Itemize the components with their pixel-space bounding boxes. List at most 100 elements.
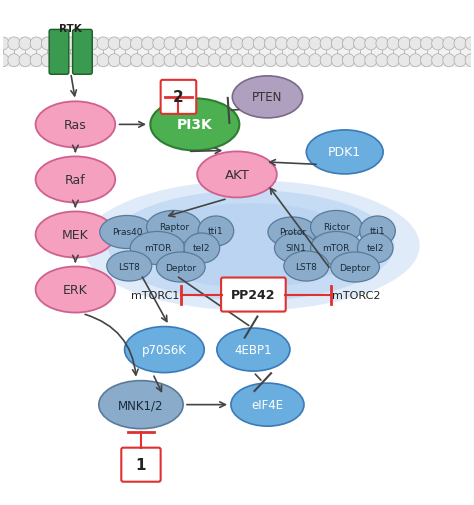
Circle shape (342, 55, 355, 68)
Circle shape (119, 38, 132, 51)
Text: Deptor: Deptor (165, 263, 196, 272)
Circle shape (242, 55, 254, 68)
Circle shape (398, 55, 410, 68)
Circle shape (410, 55, 421, 68)
Text: Rictor: Rictor (323, 223, 350, 232)
FancyBboxPatch shape (161, 81, 196, 115)
FancyBboxPatch shape (221, 278, 286, 312)
Circle shape (0, 55, 9, 68)
Text: Raf: Raf (65, 174, 86, 186)
Circle shape (164, 55, 176, 68)
FancyBboxPatch shape (121, 448, 161, 482)
Text: eIF4E: eIF4E (251, 398, 283, 411)
Text: LST8: LST8 (295, 262, 317, 271)
Circle shape (287, 38, 299, 51)
Circle shape (220, 55, 232, 68)
Ellipse shape (310, 232, 362, 265)
Text: mTOR: mTOR (144, 244, 171, 253)
Circle shape (387, 38, 399, 51)
Circle shape (331, 38, 344, 51)
Ellipse shape (36, 102, 115, 148)
Ellipse shape (197, 152, 277, 198)
Text: mTOR: mTOR (323, 244, 350, 253)
Ellipse shape (36, 212, 115, 258)
Circle shape (331, 55, 344, 68)
Circle shape (86, 55, 98, 68)
Text: tti1: tti1 (208, 227, 224, 236)
Circle shape (75, 55, 87, 68)
Circle shape (242, 38, 254, 51)
Circle shape (64, 38, 76, 51)
Circle shape (19, 38, 31, 51)
Circle shape (264, 38, 276, 51)
Ellipse shape (36, 157, 115, 203)
Circle shape (53, 55, 64, 68)
Circle shape (398, 38, 410, 51)
Text: 1: 1 (136, 458, 146, 472)
Circle shape (108, 55, 120, 68)
Circle shape (287, 55, 299, 68)
Text: Protor: Protor (279, 228, 306, 237)
Circle shape (354, 55, 366, 68)
FancyBboxPatch shape (49, 30, 69, 75)
Ellipse shape (130, 232, 184, 265)
Circle shape (454, 38, 466, 51)
Text: Raptor: Raptor (159, 223, 189, 232)
Text: LST8: LST8 (118, 262, 140, 271)
Text: AKT: AKT (225, 169, 249, 182)
Text: p70S6K: p70S6K (142, 343, 187, 357)
Circle shape (19, 55, 31, 68)
Text: tel2: tel2 (366, 244, 384, 253)
Ellipse shape (99, 381, 183, 429)
Circle shape (30, 38, 42, 51)
Ellipse shape (125, 327, 204, 373)
Circle shape (365, 55, 377, 68)
Text: MNK1/2: MNK1/2 (118, 398, 164, 411)
Text: MEK: MEK (62, 229, 89, 241)
Text: 4EBP1: 4EBP1 (235, 343, 272, 357)
Circle shape (443, 38, 455, 51)
Text: PTEN: PTEN (252, 91, 283, 104)
Circle shape (298, 38, 310, 51)
Ellipse shape (146, 211, 201, 244)
Circle shape (454, 55, 466, 68)
Ellipse shape (360, 217, 395, 246)
Ellipse shape (357, 233, 393, 264)
Circle shape (97, 38, 109, 51)
Circle shape (275, 55, 288, 68)
Ellipse shape (284, 251, 329, 281)
Circle shape (231, 38, 243, 51)
Circle shape (342, 38, 355, 51)
Ellipse shape (107, 251, 152, 281)
Ellipse shape (274, 233, 317, 264)
Circle shape (119, 55, 132, 68)
Circle shape (264, 55, 276, 68)
Circle shape (376, 55, 388, 68)
Ellipse shape (198, 217, 234, 246)
Circle shape (443, 55, 455, 68)
Circle shape (231, 55, 243, 68)
Text: Pras40: Pras40 (112, 228, 142, 237)
Circle shape (309, 38, 321, 51)
Text: Ras: Ras (64, 119, 87, 132)
Circle shape (108, 38, 120, 51)
Circle shape (8, 55, 20, 68)
Ellipse shape (108, 191, 394, 301)
Text: Deptor: Deptor (339, 263, 371, 272)
Ellipse shape (141, 204, 361, 288)
Circle shape (30, 55, 42, 68)
Circle shape (365, 38, 377, 51)
Circle shape (130, 38, 143, 51)
Text: tti1: tti1 (370, 227, 385, 236)
Circle shape (320, 55, 332, 68)
Circle shape (75, 38, 87, 51)
Circle shape (41, 38, 54, 51)
Circle shape (153, 55, 165, 68)
Circle shape (320, 38, 332, 51)
Ellipse shape (184, 233, 219, 264)
Ellipse shape (310, 211, 362, 244)
Text: tel2: tel2 (193, 244, 210, 253)
Circle shape (0, 38, 9, 51)
Text: RTK: RTK (59, 24, 82, 34)
Circle shape (209, 55, 221, 68)
